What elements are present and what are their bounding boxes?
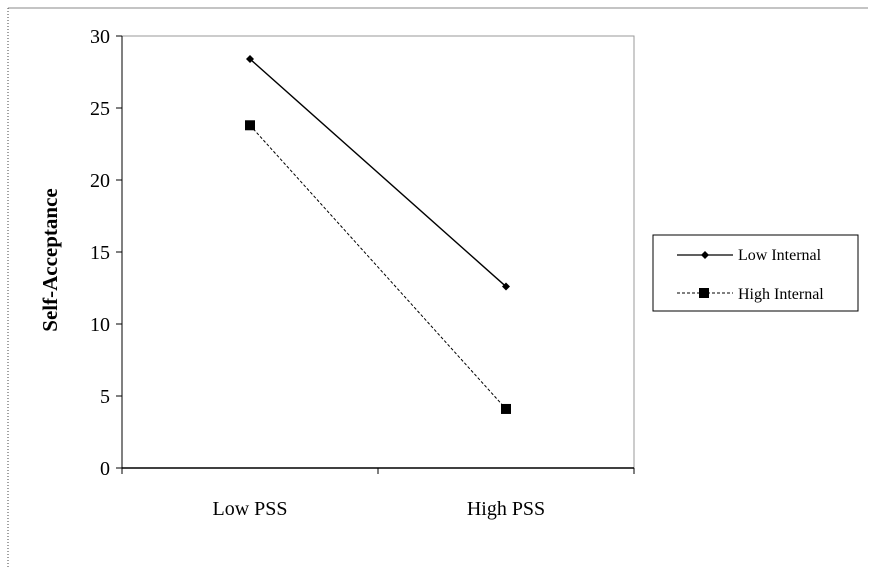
y-tick-label: 25	[90, 98, 110, 120]
x-tick-label: Low PSS	[212, 498, 287, 520]
y-axis-label: Self-Acceptance	[38, 188, 62, 331]
y-tick-label: 30	[90, 26, 110, 48]
y-tick-label: 20	[90, 170, 110, 192]
legend-label-low-internal: Low Internal	[738, 247, 822, 264]
y-tick-label: 5	[100, 386, 110, 408]
legend-marker-square	[699, 288, 709, 298]
y-tick-label: 10	[90, 314, 110, 336]
legend-label-high-internal: High Internal	[738, 286, 824, 303]
legend-box	[652, 234, 859, 312]
data-point-low-internal	[246, 55, 254, 64]
data-point-high-internal	[245, 120, 255, 131]
series-line-low-internal	[249, 58, 507, 288]
y-tick-label: 15	[90, 242, 110, 264]
data-point-high-internal	[501, 403, 511, 414]
series-line-high-internal	[249, 124, 507, 410]
legend: Low Internal High Internal	[652, 234, 859, 312]
x-tick-label: High PSS	[467, 498, 545, 520]
x-ticks: Low PSS High PSS	[121, 468, 635, 520]
data-point-low-internal	[502, 282, 510, 291]
y-ticks: 0 5 10 15 20 25 30	[90, 26, 122, 480]
y-tick-label: 0	[100, 458, 110, 480]
plot-area	[121, 35, 635, 469]
legend-marker-diamond	[701, 251, 709, 259]
series-layer	[245, 55, 511, 414]
